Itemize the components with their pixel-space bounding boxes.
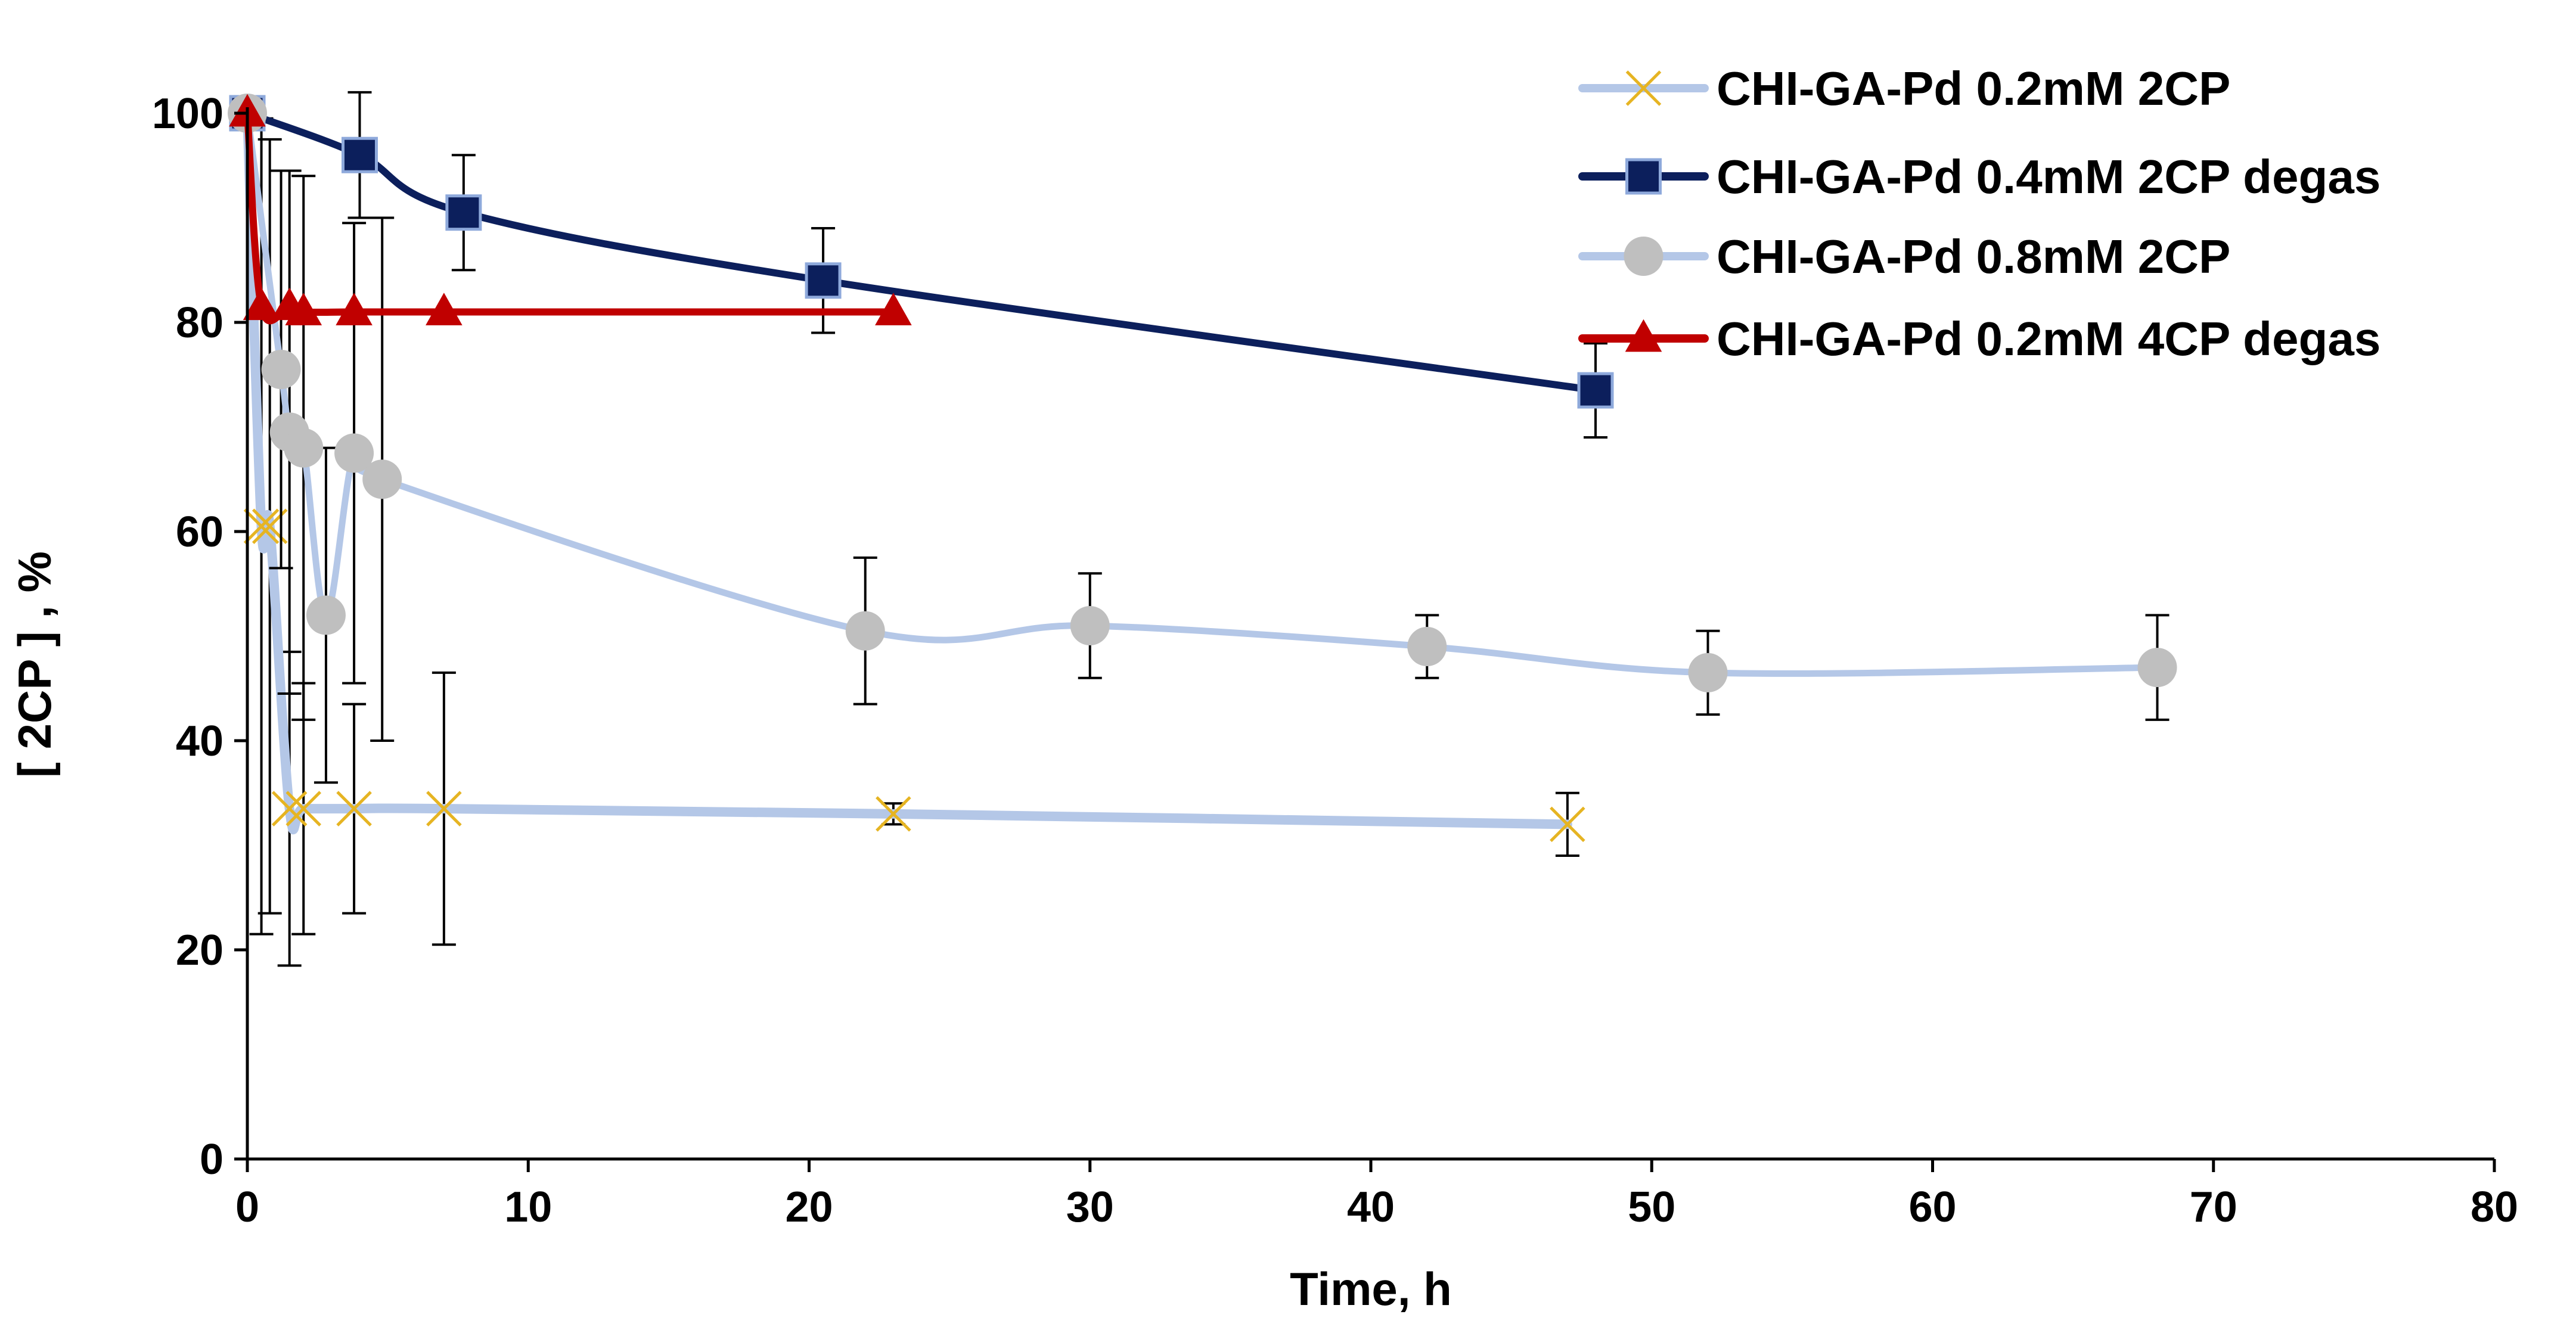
- x-tick-label: 30: [1066, 1183, 1114, 1231]
- x-tick-label: 40: [1347, 1183, 1395, 1231]
- data-point: [1407, 627, 1447, 667]
- data-point: [1550, 806, 1585, 843]
- legend-label: CHI-GA-Pd 0.2mM 2CP: [1717, 62, 2230, 115]
- data-point: [426, 293, 463, 325]
- y-tick-label: 100: [152, 90, 224, 138]
- data-point: [445, 194, 482, 231]
- data-point: [1070, 605, 1110, 645]
- data-point: [336, 791, 372, 826]
- x-tick-label: 70: [2190, 1183, 2237, 1231]
- legend-label: CHI-GA-Pd 0.4mM 2CP degas: [1717, 150, 2381, 203]
- series-1: [229, 95, 1585, 967]
- marker-stroke: [1625, 70, 1662, 106]
- legend-marker: [1625, 158, 1662, 195]
- data-point: [336, 293, 373, 325]
- data-point: [334, 433, 374, 473]
- data-point: [261, 349, 301, 389]
- x-tick-label: 0: [235, 1183, 259, 1231]
- data-point: [285, 293, 322, 325]
- y-tick-label: 0: [200, 1136, 224, 1183]
- marker-stroke: [1550, 806, 1585, 843]
- data-point: [426, 791, 462, 826]
- x-tick-label: 10: [504, 1183, 552, 1231]
- legend-item-3: CHI-GA-Pd 0.8mM 2CP: [1578, 230, 2230, 283]
- series-line: [244, 110, 1599, 394]
- y-tick-label: 40: [176, 717, 224, 765]
- legend-label: CHI-GA-Pd 0.2mM 4CP degas: [1717, 312, 2381, 365]
- legend: CHI-GA-Pd 0.2mM 2CP CHI-GA-Pd 0.4mM 2CP d…: [1578, 62, 2381, 365]
- x-tick-label: 80: [2471, 1183, 2518, 1231]
- y-axis-title: [ 2CP ] , %: [8, 551, 61, 778]
- plot-area: [228, 91, 2177, 967]
- marker-stroke: [243, 508, 280, 544]
- axes: 0 20 40 60 80 100 0 10 20 30 40 50 60 70 80: [152, 90, 2518, 1231]
- x-tick-label: 50: [1628, 1183, 1675, 1231]
- legend-item-2: CHI-GA-Pd 0.4mM 2CP degas: [1578, 150, 2381, 203]
- data-point: [306, 595, 346, 635]
- series-3: [228, 94, 2177, 784]
- legend-marker: [1624, 237, 1663, 276]
- x-axis-title: Time, h: [1290, 1263, 1452, 1315]
- marker-stroke: [876, 796, 911, 832]
- data-point: [875, 293, 912, 325]
- data-point: [285, 791, 322, 826]
- data-point: [243, 508, 280, 544]
- data-point: [243, 287, 280, 321]
- series-line: [244, 110, 897, 325]
- marker-stroke: [285, 791, 322, 826]
- data-point: [1577, 372, 1614, 409]
- data-point: [284, 428, 324, 468]
- legend-item-1: CHI-GA-Pd 0.2mM 2CP: [1578, 62, 2230, 115]
- data-point: [1688, 652, 1728, 692]
- marker-stroke: [336, 791, 372, 826]
- x-tick-label: 60: [1908, 1183, 1956, 1231]
- data-point: [271, 791, 308, 826]
- marker-stroke: [426, 791, 462, 826]
- data-point: [876, 796, 911, 832]
- series-line: [243, 108, 1572, 835]
- data-point: [805, 262, 842, 299]
- legend-marker: [1625, 70, 1662, 106]
- data-point: [2137, 648, 2177, 688]
- marker-stroke: [271, 791, 308, 826]
- legend-marker: [1625, 319, 1662, 352]
- data-point: [362, 459, 402, 499]
- legend-label: CHI-GA-Pd 0.8mM 2CP: [1717, 230, 2230, 283]
- y-tick-label: 60: [176, 508, 224, 556]
- y-tick-label: 80: [176, 299, 224, 347]
- y-tick-label: 20: [176, 927, 224, 974]
- x-tick-label: 20: [785, 1183, 833, 1231]
- data-point: [342, 136, 378, 173]
- data-point: [845, 611, 885, 651]
- series-2: [229, 91, 1614, 439]
- legend-item-4: CHI-GA-Pd 0.2mM 4CP degas: [1578, 312, 2381, 365]
